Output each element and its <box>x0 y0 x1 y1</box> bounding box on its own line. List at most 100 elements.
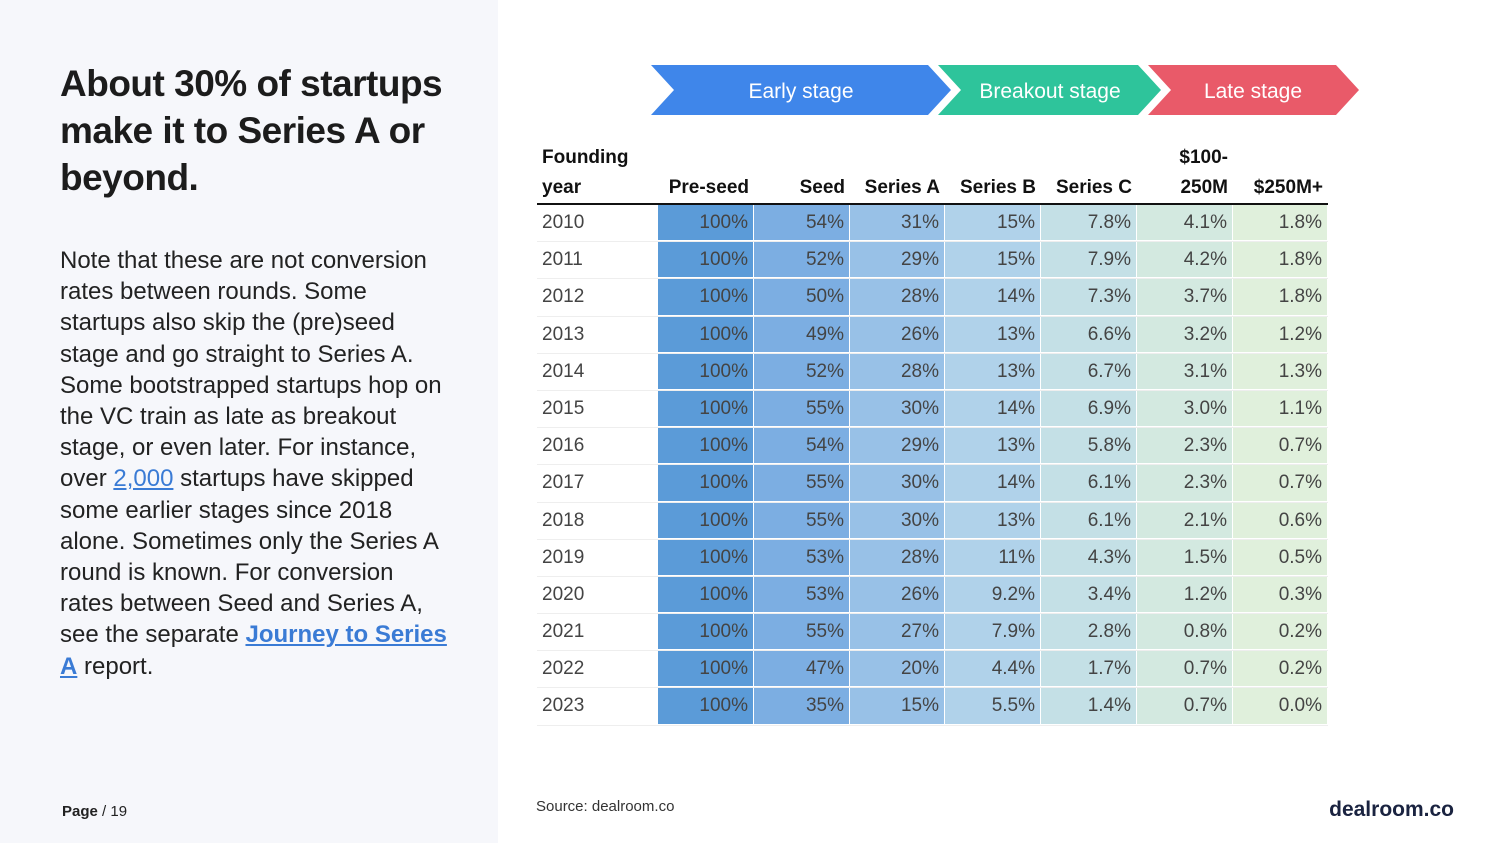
cell: 54% <box>754 205 850 242</box>
cell: 13% <box>945 353 1041 390</box>
cell: 27% <box>850 614 945 651</box>
cell: 2010 <box>537 205 658 242</box>
cell: 100% <box>658 279 754 316</box>
cell: 2014 <box>537 353 658 390</box>
stage-label: Late stage <box>1204 80 1302 103</box>
cell: 30% <box>850 390 945 428</box>
cell: 1.2% <box>1137 576 1233 614</box>
cell: 14% <box>945 465 1041 502</box>
cell: 100% <box>658 576 754 614</box>
cell: 52% <box>754 242 850 279</box>
cell: 13% <box>945 316 1041 353</box>
cell: 4.4% <box>945 651 1041 688</box>
cell: 55% <box>754 465 850 502</box>
cell: 11% <box>945 539 1041 576</box>
column-header: Series A <box>864 177 940 198</box>
cell: 31% <box>850 205 945 242</box>
cell: 100% <box>658 353 754 390</box>
cell: 53% <box>754 576 850 614</box>
link[interactable]: Journey to Series A <box>60 621 447 680</box>
page-number: / 19 <box>102 803 128 820</box>
stage-label: Breakout stage <box>979 80 1120 103</box>
cell: 0.3% <box>1233 576 1328 614</box>
cell: 0.8% <box>1137 614 1233 651</box>
cell: 5.8% <box>1041 428 1137 465</box>
cell: 1.7% <box>1041 651 1137 688</box>
table: Founding year Pre-seed Seed Series A Series … <box>537 140 1328 726</box>
cell: 6.9% <box>1041 390 1137 428</box>
cell: 50% <box>754 279 850 316</box>
stage-arrow <box>651 65 951 115</box>
cell: 13% <box>945 502 1041 539</box>
header-row: Founding year Pre-seed Seed Series A Series … <box>537 140 1328 205</box>
cell: 7.9% <box>1041 242 1137 279</box>
cell: 1.1% <box>1233 390 1328 428</box>
column-header: $100-250M <box>1179 147 1228 198</box>
cell: 2023 <box>537 688 658 725</box>
cell: 100% <box>658 205 754 242</box>
cell: 1.4% <box>1041 688 1137 725</box>
cell: 3.0% <box>1137 390 1233 428</box>
table-row: 2017 100% 55% 30% 14% 6.1% 2.3% 0.7% <box>537 465 1328 503</box>
cell: 0.7% <box>1137 651 1233 688</box>
cell: 28% <box>850 539 945 576</box>
cell: 0.7% <box>1233 465 1328 502</box>
column-header: Series B <box>959 177 1036 198</box>
page-indicator: Page / 19 <box>62 803 127 820</box>
table-row: 2019 100% 53% 28% 11% 4.3% 1.5% 0.5% <box>537 539 1328 577</box>
cell: 6.6% <box>1041 316 1137 353</box>
stage-arrows: Early stage Breakout stage Late stage <box>651 65 1359 115</box>
cell: 28% <box>850 279 945 316</box>
cell: 1.8% <box>1233 205 1328 242</box>
cell: 14% <box>945 390 1041 428</box>
stage-arrow <box>938 65 1161 115</box>
cell: 0.7% <box>1137 688 1233 725</box>
cell: 1.8% <box>1233 279 1328 316</box>
body-text: Note that these are not conversion rates… <box>60 245 450 682</box>
table-row: 2023 100% 35% 15% 5.5% 1.4% 0.7% 0.0% <box>537 688 1328 726</box>
cell: 6.7% <box>1041 353 1137 390</box>
table-row: 2010 100% 54% 31% 15% 7.8% 4.1% 1.8% <box>537 205 1328 243</box>
cell: 2015 <box>537 390 658 428</box>
cell: 0.0% <box>1233 688 1328 725</box>
cell: 29% <box>850 242 945 279</box>
cell: 5.5% <box>945 688 1041 725</box>
cell: 49% <box>754 316 850 353</box>
cell: 26% <box>850 576 945 614</box>
cell: 6.1% <box>1041 502 1137 539</box>
cell: 1.5% <box>1137 539 1233 576</box>
text: report. <box>77 652 154 680</box>
cell: 15% <box>850 688 945 725</box>
cell: 0.6% <box>1233 502 1328 539</box>
table-row: 2021 100% 55% 27% 7.9% 2.8% 0.8% 0.2% <box>537 614 1328 652</box>
column-header: Seed <box>799 177 845 198</box>
cell: 1.3% <box>1233 353 1328 390</box>
column-header: Series C <box>1055 177 1132 198</box>
cell: 100% <box>658 316 754 353</box>
table-row: 2020 100% 53% 26% 9.2% 3.4% 1.2% 0.3% <box>537 576 1328 615</box>
cell: 100% <box>658 539 754 576</box>
table-row: 2016 100% 54% 29% 13% 5.8% 2.3% 0.7% <box>537 428 1328 466</box>
cell: 2020 <box>537 576 658 614</box>
side-panel <box>0 0 498 843</box>
link[interactable]: 2,000 <box>113 465 174 493</box>
cell: 0.7% <box>1233 428 1328 465</box>
cell: 55% <box>754 502 850 539</box>
cell: 2021 <box>537 614 658 651</box>
cell: 55% <box>754 614 850 651</box>
cell: 0.2% <box>1233 614 1328 651</box>
table-row: 2022 100% 47% 20% 4.4% 1.7% 0.7% 0.2% <box>537 651 1328 689</box>
cell: 7.9% <box>945 614 1041 651</box>
cell: 2016 <box>537 428 658 465</box>
cell: 2012 <box>537 279 658 316</box>
cell: 3.7% <box>1137 279 1233 316</box>
title: About 30% of startups make it to Series … <box>60 63 443 198</box>
cell: 2022 <box>537 651 658 688</box>
table-row: 2013 100% 49% 26% 13% 6.6% 3.2% 1.2% <box>537 316 1328 354</box>
cell: 100% <box>658 502 754 539</box>
cell: 7.3% <box>1041 279 1137 316</box>
cell: 28% <box>850 353 945 390</box>
cell: 15% <box>945 205 1041 242</box>
cell: 2.3% <box>1137 428 1233 465</box>
table-row: 2018 100% 55% 30% 13% 6.1% 2.1% 0.6% <box>537 502 1328 540</box>
